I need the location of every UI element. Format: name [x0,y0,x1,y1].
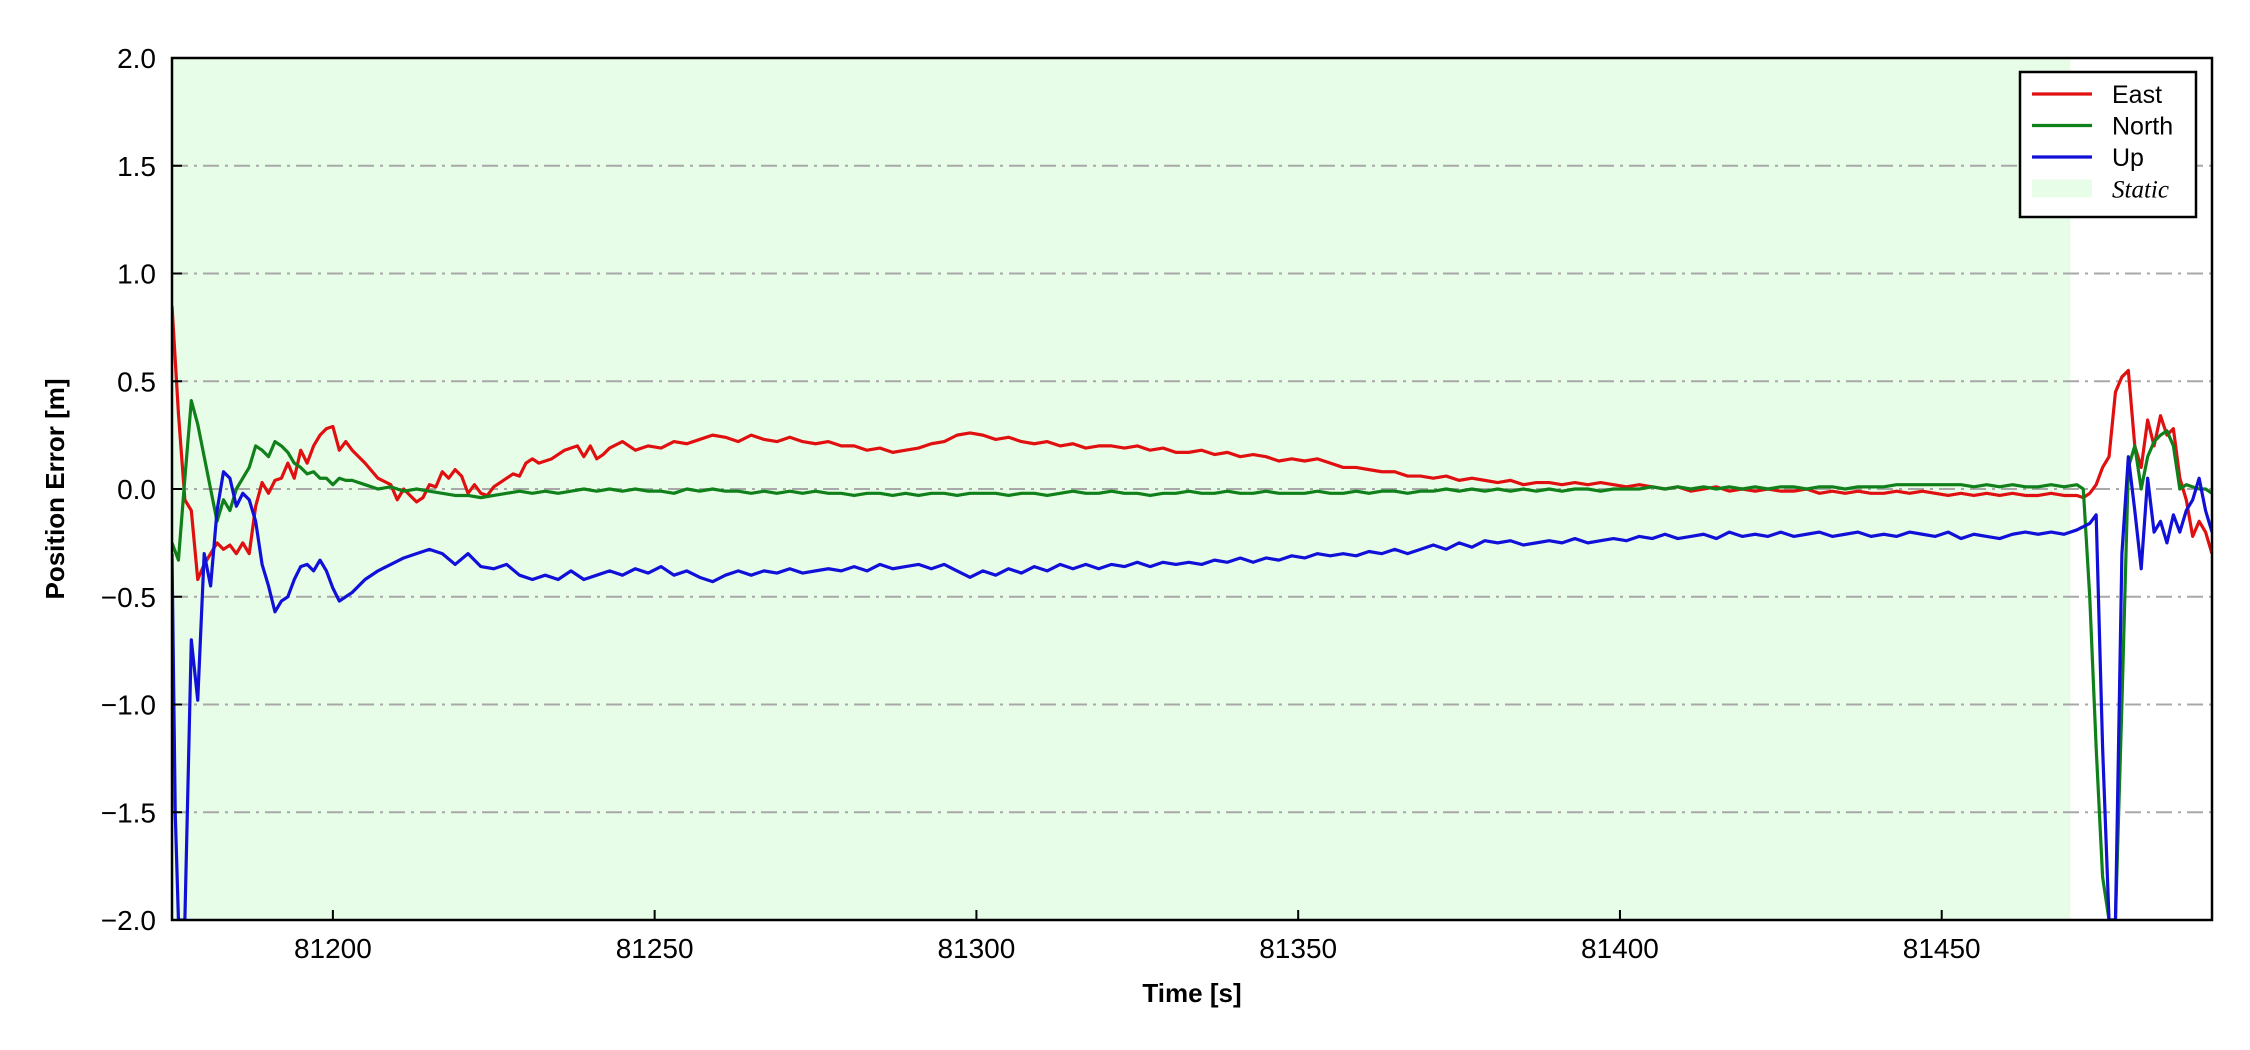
x-tick-label: 81400 [1581,933,1659,964]
y-tick-label: 2.0 [117,43,156,74]
y-tick-label: −1.5 [101,797,156,828]
y-tick-label: −2.0 [101,905,156,936]
x-tick-label: 81300 [937,933,1015,964]
x-tick-label: 81250 [616,933,694,964]
y-tick-label: 1.0 [117,259,156,290]
y-tick-label: −0.5 [101,582,156,613]
legend-label-up: Up [2112,144,2144,172]
y-axis-title: Position Error [m] [40,378,70,599]
y-tick-label: 0.0 [117,474,156,505]
legend-label-east: East [2112,81,2162,109]
series-line-north [172,399,2212,920]
x-tick-label: 81450 [1903,933,1981,964]
legend: East North Up Static [2018,70,2198,219]
series-line-up [172,455,2212,920]
x-tick-label: 81200 [294,933,372,964]
x-axis-title: Time [s] [1142,978,1241,1008]
legend-label-north: North [2112,113,2173,141]
y-tick-label: 1.5 [117,151,156,182]
y-tick-label: 0.5 [117,366,156,397]
legend-label-static: Static [2112,177,2169,204]
legend-swatch-static [2032,179,2092,198]
y-tick-label: −1.0 [101,690,156,721]
x-tick-label: 81350 [1259,933,1337,964]
